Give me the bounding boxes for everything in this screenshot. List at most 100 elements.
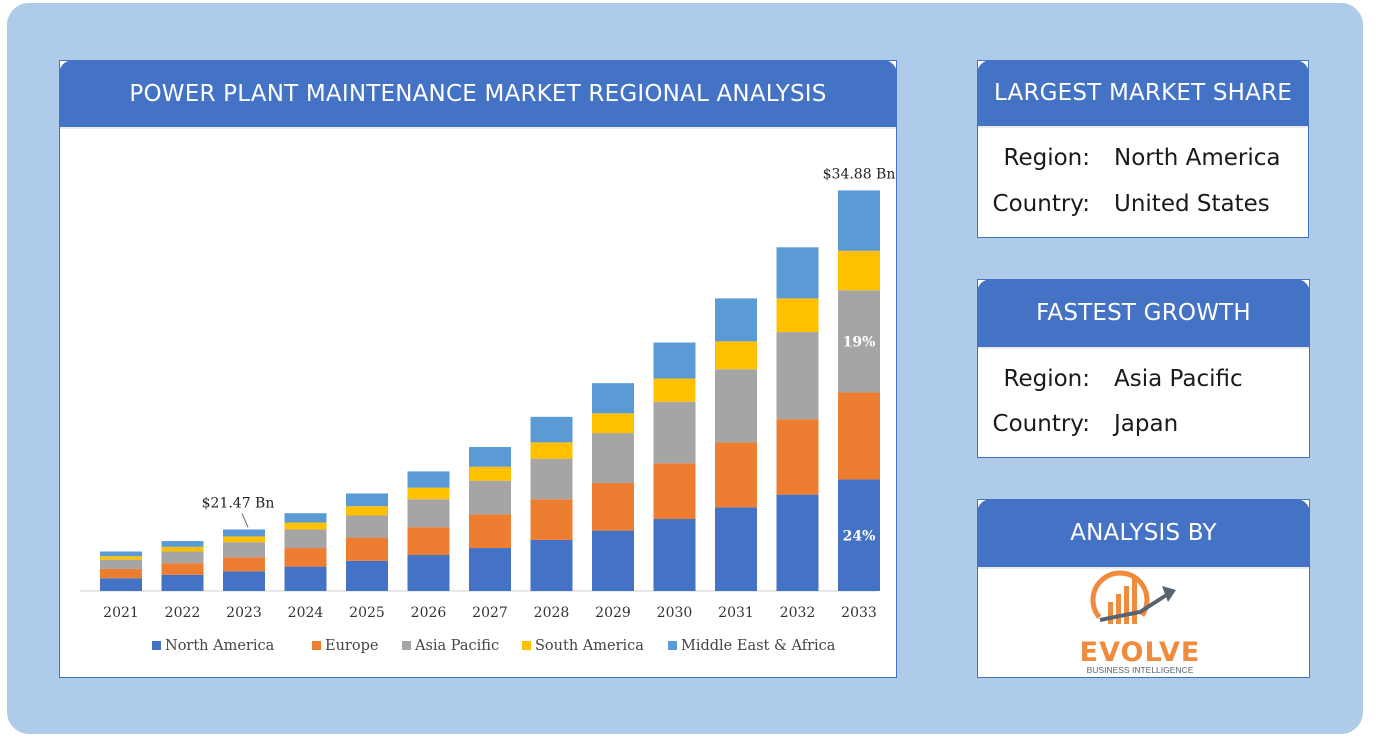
bar-segment-2029-europe <box>592 483 634 531</box>
x-tick-label: 2024 <box>288 605 324 621</box>
bar-segment-2030-middle-east-africa <box>653 342 696 379</box>
bar-segment-2033-middle-east-africa <box>838 190 880 251</box>
bar-segment-2026-south-america <box>407 487 450 500</box>
x-tick-label: 2026 <box>411 605 447 621</box>
analysis-by-title: ANALYSIS BY <box>977 499 1310 567</box>
bar-segment-2022-south-america <box>161 546 204 552</box>
bar-segment-2030-south-america <box>653 378 696 402</box>
bar-segment-2021-asia-pacific <box>100 559 142 569</box>
bar-segment-2030-asia-pacific <box>653 401 696 464</box>
share-country-value: United States <box>1114 191 1270 217</box>
bar-segment-2022-asia-pacific <box>161 551 204 564</box>
bar-segment-2021-south-america <box>100 556 142 560</box>
bar-segment-2021-middle-east-africa <box>100 551 142 557</box>
bar-segment-2032-asia-pacific <box>776 332 819 420</box>
growth-country-label: Country: <box>992 411 1090 437</box>
bar-segment-2026-asia-pacific <box>407 499 450 528</box>
legend-swatch <box>668 641 677 650</box>
bar-segment-2025-north-america <box>346 560 388 591</box>
segment-data-label: 24% <box>843 528 876 544</box>
x-tick-label: 2032 <box>780 605 816 621</box>
bar-segment-2026-north-america <box>407 555 450 591</box>
bar-segment-2024-south-america <box>284 522 327 530</box>
bar-segment-2023-north-america <box>223 571 265 591</box>
bar-segment-2021-europe <box>100 568 142 579</box>
legend-swatch <box>402 641 411 650</box>
legend-entry: North America <box>165 638 275 654</box>
bar-segment-2032-middle-east-africa <box>776 247 819 299</box>
bar-segment-2026-middle-east-africa <box>407 471 450 488</box>
bar-segment-2027-north-america <box>469 548 511 591</box>
bar-segment-2021-north-america <box>100 578 142 591</box>
evolve-logo: EVOLVE BUSINESS INTELLIGENCE <box>1080 570 1201 675</box>
growth-country-value: Japan <box>1114 411 1179 437</box>
share-region-label: Region: <box>1003 145 1091 171</box>
bar-segment-2027-europe <box>469 514 511 549</box>
bar-segment-2022-europe <box>161 563 204 575</box>
bar-segment-2023-europe <box>223 557 265 572</box>
bar-segment-2033-south-america <box>838 250 880 291</box>
bar-segment-2030-europe <box>653 463 696 520</box>
bar-segment-2029-south-america <box>592 413 634 434</box>
bar-segment-2031-asia-pacific <box>715 369 757 443</box>
share-region-value: North America <box>1114 145 1281 171</box>
fastest-growth-panel: FASTEST GROWTH Region: Asia Pacific Coun… <box>977 279 1310 458</box>
bar-segment-2028-middle-east-africa <box>530 416 573 443</box>
bar-segment-2028-asia-pacific <box>530 458 573 500</box>
bar-segment-2023-south-america <box>223 536 265 543</box>
x-tick-label: 2030 <box>657 605 693 621</box>
bar-segment-2024-europe <box>284 548 327 567</box>
logo-tagline: BUSINESS INTELLIGENCE <box>1087 665 1194 675</box>
x-tick-label: 2025 <box>349 605 385 621</box>
bar-segment-2029-north-america <box>592 530 634 591</box>
bar-segment-2031-middle-east-africa <box>715 298 757 342</box>
x-tick-label: 2023 <box>226 605 262 621</box>
growth-region-value: Asia Pacific <box>1114 366 1243 392</box>
bar-segment-2024-middle-east-africa <box>284 513 327 523</box>
chart-title: POWER PLANT MAINTENANCE MARKET REGIONAL … <box>59 60 897 127</box>
bar-segment-2025-asia-pacific <box>346 515 388 538</box>
chart-panel: POWER PLANT MAINTENANCE MARKET REGIONAL … <box>59 60 897 678</box>
bar-segment-2025-europe <box>346 537 388 561</box>
bar-segment-2028-south-america <box>530 442 573 459</box>
legend-entry: Asia Pacific <box>414 638 499 654</box>
total-annotation: $34.88 Bn <box>823 166 896 182</box>
x-tick-label: 2027 <box>472 605 508 621</box>
bar-segment-2032-south-america <box>776 298 819 333</box>
largest-share-panel: LARGEST MARKET SHARE Region: North Ameri… <box>977 60 1309 238</box>
bar-segment-2024-asia-pacific <box>284 529 327 549</box>
stacked-bar-chart: 2021 2022 2023 2024 2025 2026 2027 2028 2029 2030… <box>80 166 896 654</box>
legend-entry: Middle East & Africa <box>681 638 836 654</box>
bar-segment-2025-middle-east-africa <box>346 493 388 507</box>
bar-segment-2027-south-america <box>469 466 511 481</box>
segment-data-label: 19% <box>843 334 876 350</box>
share-country-label: Country: <box>992 191 1090 217</box>
legend-swatch <box>152 641 161 650</box>
bar-segment-2029-middle-east-africa <box>592 383 634 414</box>
bar-segment-2031-europe <box>715 442 757 508</box>
bar-segment-2025-south-america <box>346 506 388 516</box>
analysis-by-panel: ANALYSIS BY EVOLVE BUSINESS INTELLIGENCE <box>977 499 1310 678</box>
bar-segment-2031-south-america <box>715 341 757 370</box>
bar-segment-2030-north-america <box>653 519 696 591</box>
bar-segment-2022-middle-east-africa <box>161 541 204 547</box>
bar-segment-2029-asia-pacific <box>592 433 634 484</box>
x-tick-label: 2029 <box>595 605 631 621</box>
logo-mark-icon <box>1090 570 1176 630</box>
total-annotation: $21.47 Bn <box>202 495 275 511</box>
logo-wordmark: EVOLVE <box>1080 637 1201 668</box>
largest-share-title: LARGEST MARKET SHARE <box>977 60 1309 126</box>
bar-segment-2032-north-america <box>776 494 819 591</box>
x-tick-label: 2028 <box>534 605 570 621</box>
x-tick-label: 2033 <box>841 605 877 621</box>
fastest-growth-title: FASTEST GROWTH <box>977 279 1310 347</box>
legend-swatch <box>312 641 321 650</box>
bar-segment-2023-asia-pacific <box>223 542 265 558</box>
bar-segment-2022-north-america <box>161 574 204 591</box>
bar-segment-2033-asia-pacific <box>838 290 880 393</box>
bar-segment-2026-europe <box>407 527 450 556</box>
bar-segment-2028-north-america <box>530 539 573 591</box>
bar-segment-2032-europe <box>776 419 819 495</box>
growth-region-label: Region: <box>1003 366 1091 392</box>
x-tick-label: 2031 <box>718 605 754 621</box>
